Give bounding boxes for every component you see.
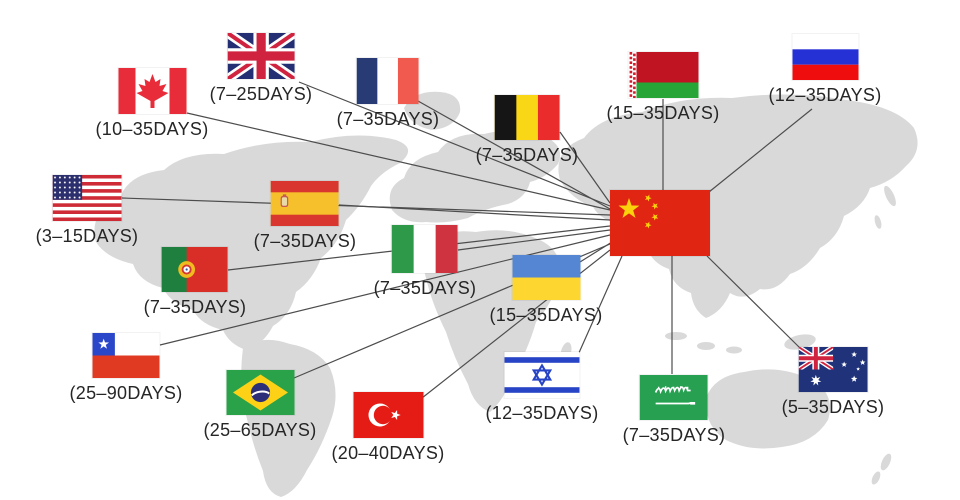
destination-australia: (5–35DAYS)	[782, 347, 885, 418]
sword-icon	[656, 401, 693, 405]
continent-asia	[558, 94, 918, 318]
australia-flag	[798, 347, 868, 392]
route-line-chile	[159, 234, 611, 346]
shipping-time-label-israel: (12–35DAYS)	[485, 403, 599, 423]
israel-flag	[504, 352, 580, 398]
island-japan	[884, 185, 896, 207]
island-indonesia-3	[726, 346, 742, 354]
shipping-time-label-turkey: (20–40DAYS)	[331, 443, 445, 463]
island-indonesia-2	[697, 342, 715, 350]
island-new-zealand-2	[871, 471, 881, 485]
destination-brazil: (25–65DAYS)	[203, 370, 316, 441]
russia-flag	[792, 34, 858, 80]
saudi-arabia-flag	[640, 375, 708, 420]
island-new-zealand-1	[880, 453, 892, 471]
belgium-flag	[494, 95, 560, 140]
shipping-time-label-ukraine: (15–35DAYS)	[489, 305, 603, 325]
route-line-israel	[577, 255, 623, 356]
continent-north-america	[94, 135, 409, 350]
destination-chile: (25–90DAYS)	[69, 333, 182, 404]
shipping-time-label-portugal: (7–35DAYS)	[143, 297, 247, 317]
island-new-guinea	[784, 334, 816, 350]
union-jack-canton-icon	[798, 347, 833, 370]
shipping-time-label-canada: (10–35DAYS)	[95, 119, 209, 139]
destination-saudi-arabia: (7–35DAYS)	[623, 375, 726, 446]
shipping-time-label-usa: (3–15DAYS)	[35, 226, 139, 246]
island-indonesia-1	[665, 332, 687, 340]
shahada-script-icon	[655, 386, 696, 405]
spain-crest-icon	[281, 194, 289, 207]
shipping-time-label-belgium: (7–35DAYS)	[475, 145, 579, 165]
destination-spain: (7–35DAYS)	[254, 181, 357, 252]
italy-flag	[392, 225, 458, 273]
france-flag	[357, 58, 419, 104]
portugal-flag	[162, 247, 228, 292]
shipping-time-label-belarus: (15–35DAYS)	[606, 103, 720, 123]
route-line-australia	[706, 255, 802, 350]
maple-leaf-icon	[136, 74, 168, 108]
route-line-uk	[298, 81, 611, 207]
route-line-belgium	[559, 131, 611, 204]
spain-flag	[271, 181, 339, 226]
destination-portugal: (7–35DAYS)	[144, 247, 247, 318]
destination-uk: (7–25DAYS)	[210, 33, 313, 105]
destination-belgium: (7–35DAYS)	[476, 95, 579, 166]
route-line-russia	[708, 108, 813, 193]
star-of-david-icon	[531, 363, 553, 387]
shipping-time-label-russia: (12–35DAYS)	[768, 85, 882, 105]
route-line-spain	[338, 204, 611, 221]
route-line-italy	[457, 229, 611, 251]
destination-italy: (7–35DAYS)	[374, 225, 477, 299]
continent-europe	[389, 130, 561, 223]
uk-flag	[227, 33, 295, 79]
island-japan-south	[874, 215, 882, 229]
destination-france: (7–35DAYS)	[337, 58, 440, 130]
turkey-flag	[353, 392, 423, 438]
brazil-flag	[226, 370, 294, 415]
canada-flag	[118, 68, 186, 114]
destination-ukraine: (15–35DAYS)	[489, 255, 602, 326]
destination-belarus: (15–35DAYS)	[606, 52, 719, 124]
destination-russia: (12–35DAYS)	[768, 34, 881, 106]
belarus-flag	[628, 52, 698, 98]
route-line-canada	[186, 112, 611, 211]
destination-canada: (10–35DAYS)	[95, 68, 208, 140]
destination-turkey: (20–40DAYS)	[331, 392, 444, 464]
chile-flag	[92, 333, 160, 378]
china-flag	[610, 190, 710, 256]
shipping-time-label-france: (7–35DAYS)	[336, 109, 440, 129]
ukraine-flag	[512, 255, 580, 300]
destination-usa: (3–15DAYS)	[36, 175, 139, 247]
shipping-time-label-saudi-arabia: (7–35DAYS)	[622, 425, 726, 445]
usa-flag	[52, 175, 122, 221]
shipping-time-label-australia: (5–35DAYS)	[781, 397, 885, 417]
destination-israel: (12–35DAYS)	[485, 352, 598, 424]
origin-china	[610, 190, 710, 256]
shipping-time-label-brazil: (25–65DAYS)	[203, 420, 317, 440]
route-line-france	[417, 100, 611, 210]
shipping-time-label-uk: (7–25DAYS)	[209, 84, 313, 104]
shipping-time-label-italy: (7–35DAYS)	[373, 278, 477, 298]
shipping-time-label-spain: (7–35DAYS)	[253, 231, 357, 251]
shipping-time-label-chile: (25–90DAYS)	[69, 383, 183, 403]
